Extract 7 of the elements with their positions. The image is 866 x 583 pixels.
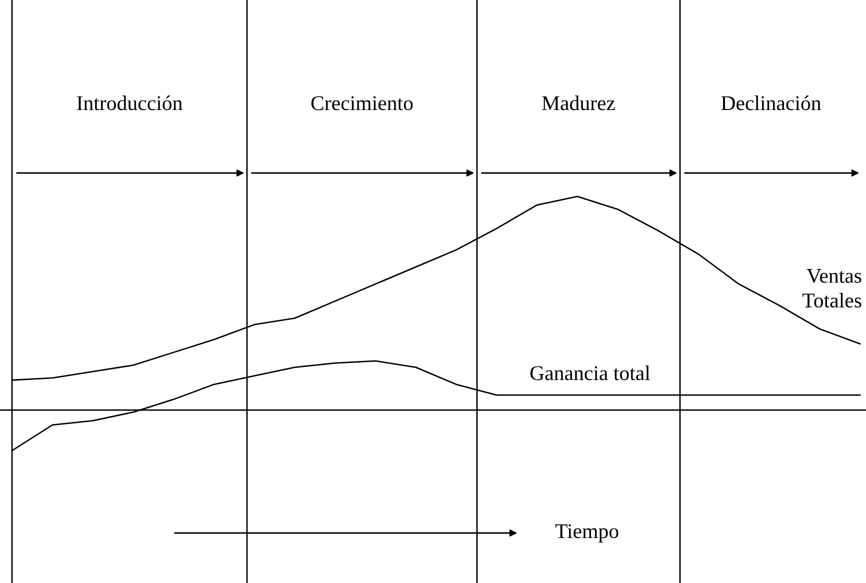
series-label: Ganancia total	[530, 366, 650, 380]
text: Madurez	[542, 96, 615, 110]
series-label: Ventas Totales	[802, 269, 862, 308]
text: Declinación	[721, 96, 822, 110]
text: Tiempo	[555, 524, 618, 542]
text: Introducción	[77, 96, 182, 110]
text: Crecimiento	[311, 96, 413, 110]
